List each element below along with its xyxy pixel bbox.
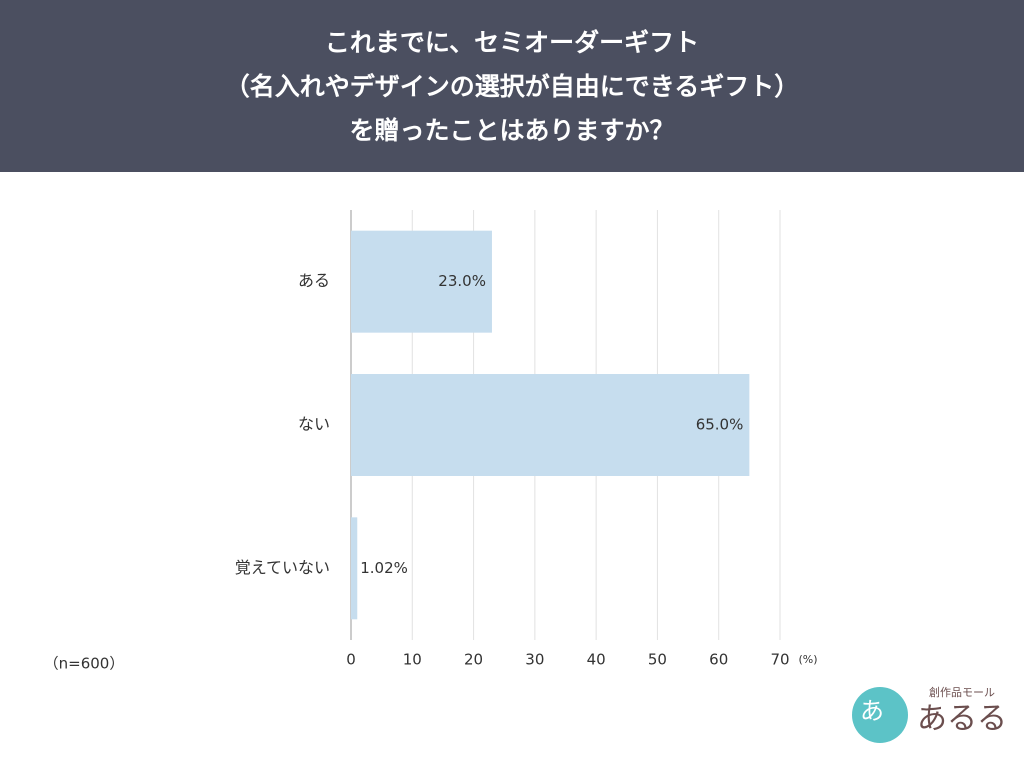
value-label: 65.0% — [696, 416, 744, 434]
x-tick-label: 60 — [709, 651, 728, 669]
bar — [351, 374, 750, 476]
value-label: 1.02% — [360, 559, 408, 577]
header-band — [0, 0, 1024, 172]
x-tick-label: 50 — [648, 651, 667, 669]
x-tick-label: 10 — [403, 651, 422, 669]
sample-note: （n=600） — [44, 655, 125, 673]
x-tick-label: 0 — [346, 651, 356, 669]
chart-title: これまでに、セミオーダーギフト — [325, 28, 699, 57]
logo-name: あるる — [917, 702, 1007, 737]
x-tick-label: 70 — [770, 651, 789, 669]
chart-title: を贈ったことはありますか？ — [349, 116, 674, 145]
y-tick-label: ない — [298, 415, 330, 434]
x-tick-label: 30 — [525, 651, 544, 669]
y-tick-label: ある — [298, 271, 330, 290]
bar — [351, 230, 492, 333]
logo-circle — [852, 687, 908, 743]
logo-mark: あ — [860, 697, 884, 725]
value-label: 23.0% — [438, 272, 486, 290]
x-tick-label: 40 — [587, 651, 606, 669]
logo-tagline: 創作品モール — [929, 685, 995, 699]
bar — [351, 517, 358, 620]
chart-title: （名入れやデザインの選択が自由にできるギフト） — [225, 72, 800, 101]
y-tick-label: 覚えていない — [235, 558, 330, 577]
x-tick-label: 20 — [464, 651, 483, 669]
x-unit: (%) — [798, 653, 817, 666]
